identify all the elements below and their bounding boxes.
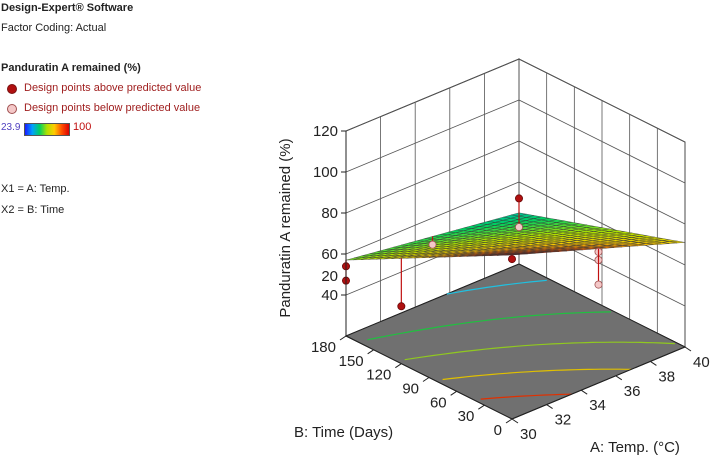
color-range-max: 100 [73,121,92,133]
design-point-below [515,223,524,232]
y-tick-label: 0 [494,422,502,439]
factor-x2: X2 = B: Time [1,204,65,216]
response-name: Panduratin A remained (%) [1,62,141,74]
design-point-above [515,194,524,203]
z-tick-label: 80 [321,205,338,222]
y-tick-mark [505,418,513,424]
x-tick-mark [511,418,519,424]
x-tick-label: 34 [589,397,606,414]
x-tick-mark [546,404,553,410]
y-tick-label: 120 [366,367,391,384]
x-axis-line [511,346,686,420]
contour-line [480,393,572,400]
x-tick-mark [684,346,692,352]
legend-above-label: Design points above predicted value [24,82,202,94]
color-range-min: 23.9 [1,122,21,133]
y-tick-mark [395,363,402,369]
y-tick-mark [450,390,457,396]
x-tick-mark [615,375,623,381]
x-tick-label: 32 [555,412,572,429]
y-tick-label: 60 [430,394,447,411]
x-axis-title: A: Temp. (°C) [590,439,680,456]
y-tick-mark [367,349,374,355]
contour-line [367,311,611,341]
x-tick-mark [580,389,588,395]
factor-coding: Factor Coding: Actual [1,22,107,34]
below-marker-icon [7,104,17,114]
info-panel: Design-Expert® Software Factor Coding: A… [0,0,240,473]
y-tick-label: 180 [311,339,336,356]
software-title: Design-Expert® Software [1,2,134,14]
x-tick-label: 30 [520,426,537,443]
design-point-above [397,302,406,311]
contour-line [442,368,632,381]
x-tick-label: 40 [693,354,710,371]
x-tick-label: 38 [658,368,675,385]
factor-x1: X1 = A: Temp. [1,183,70,195]
z-axis-title: Panduratin A remained (%) [277,138,294,317]
z-tick-label: 40 [321,287,338,304]
y-tick-label: 30 [458,408,475,425]
legend-below-label: Design points below predicted value [24,102,201,114]
y-axis-title: B: Time (Days) [294,424,393,441]
y-tick-label: 90 [402,381,419,398]
y-tick-mark [339,335,347,341]
x-tick-label: 36 [624,383,641,400]
y-tick-mark [422,377,430,382]
design-point-below [594,280,603,289]
z-tick-label: 20 [321,268,338,285]
y-tick-mark [478,404,485,410]
x-tick-mark [650,360,657,366]
z-tick-label: 120 [313,123,338,140]
design-point-above [507,255,516,264]
y-tick-label: 150 [339,353,364,370]
above-marker-icon [7,84,17,94]
color-ramp [24,123,70,136]
z-tick-label: 60 [321,246,338,263]
contour-line [446,279,547,295]
design-point-below [428,240,437,249]
z-tick-label: 100 [313,164,338,181]
contour-line [404,341,675,361]
surface-patch [504,254,520,256]
